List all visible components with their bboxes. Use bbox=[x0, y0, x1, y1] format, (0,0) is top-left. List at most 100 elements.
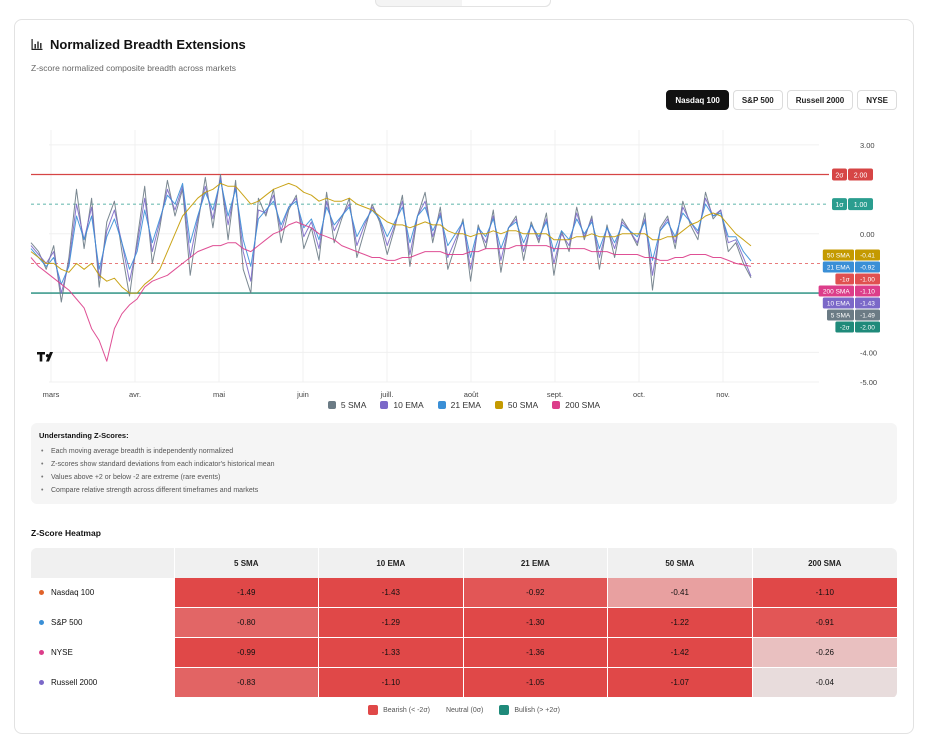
last-value: -0.92 bbox=[860, 265, 875, 272]
info-point: Each moving average breadth is independe… bbox=[39, 445, 889, 458]
heatmap-cell: -1.05 bbox=[463, 668, 609, 697]
market-tab-russell-2000[interactable]: Russell 2000 bbox=[786, 90, 854, 110]
tradingview-logo-icon bbox=[37, 352, 53, 362]
legend-item[interactable]: 21 EMA bbox=[437, 400, 481, 410]
last-value-name-bg bbox=[835, 321, 854, 333]
x-tick-label: oct. bbox=[633, 390, 645, 399]
heatmap-row-label-text: S&P 500 bbox=[51, 618, 83, 627]
legend-swatch bbox=[380, 401, 389, 409]
legend-item[interactable]: 5 SMA bbox=[327, 400, 366, 410]
heatmap-cell: -0.99 bbox=[174, 638, 320, 667]
heatmap-legend: Bearish (< -2σ) Neutral (0σ) Bullish (> +2… bbox=[15, 705, 913, 715]
heatmap-cell: -1.29 bbox=[319, 608, 464, 637]
top-tab-strip bbox=[375, 0, 551, 7]
heatmap-cell: -1.42 bbox=[608, 638, 753, 667]
last-value-name: -2σ bbox=[840, 325, 850, 332]
legend-item[interactable]: 10 EMA bbox=[380, 400, 424, 410]
heatmap-cell: -1.07 bbox=[608, 668, 753, 697]
card-header: Normalized Breadth Extensions bbox=[31, 37, 246, 52]
x-tick-label: mai bbox=[213, 390, 225, 399]
top-tab-active[interactable] bbox=[462, 0, 550, 6]
legend-swatch bbox=[494, 401, 503, 409]
legend-swatch bbox=[327, 401, 336, 409]
heatmap-row-label-text: Russell 2000 bbox=[51, 678, 98, 687]
ref-badge-label: 1σ bbox=[835, 202, 844, 209]
info-list: Each moving average breadth is independe… bbox=[39, 445, 889, 497]
legend-swatch bbox=[437, 401, 446, 409]
last-value-bg bbox=[855, 261, 880, 273]
market-dot-icon bbox=[39, 680, 44, 685]
heatmap-legend-label: Neutral (0σ) bbox=[445, 706, 484, 714]
heatmap-row: S&P 500 -0.80 -1.29 -1.30 -1.22 -0.91 bbox=[31, 608, 897, 638]
heatmap-row: Nasdaq 100 -1.49 -1.43 -0.92 -0.41 -1.10 bbox=[31, 578, 897, 608]
heatmap-corner-cell bbox=[31, 548, 175, 578]
breadth-card: Normalized Breadth Extensions Z-score no… bbox=[14, 19, 914, 734]
last-value: -1.00 bbox=[860, 277, 875, 284]
market-tabs: Nasdaq 100 S&P 500 Russell 2000 NYSE bbox=[666, 90, 897, 110]
series-line-200-sma bbox=[30, 221, 752, 362]
x-tick-label: mars bbox=[43, 390, 60, 399]
market-dot-icon bbox=[39, 650, 44, 655]
heatmap-row: Russell 2000 -0.83 -1.10 -1.05 -1.07 -0.04 bbox=[31, 668, 897, 698]
market-tab-s-p-500[interactable]: S&P 500 bbox=[732, 90, 783, 110]
last-value-bg bbox=[855, 309, 880, 321]
heatmap-row-label-text: NYSE bbox=[51, 648, 73, 657]
x-tick-label: sept. bbox=[547, 390, 563, 399]
last-value-name: 21 EMA bbox=[827, 265, 851, 272]
heatmap-legend-item: Bearish (< -2σ) bbox=[368, 705, 430, 715]
last-value-name: -1σ bbox=[840, 277, 850, 284]
last-value-name-bg bbox=[818, 285, 854, 297]
page-subtitle: Z-score normalized composite breadth acr… bbox=[31, 63, 237, 73]
info-point: Values above +2 or below -2 are extreme … bbox=[39, 471, 889, 484]
heatmap-cell: -0.80 bbox=[174, 608, 320, 637]
heatmap-cell: -0.26 bbox=[752, 638, 897, 667]
series-line-5-sma bbox=[30, 174, 752, 303]
y-tick-label: -4.00 bbox=[860, 348, 877, 357]
heatmap-cell: -1.10 bbox=[752, 578, 897, 607]
last-value-name: 10 EMA bbox=[827, 301, 851, 308]
ref-badge-label: 2σ bbox=[835, 172, 844, 179]
heatmap-cell: -1.43 bbox=[319, 578, 464, 607]
last-value: -1.43 bbox=[860, 301, 875, 308]
x-tick-label: avr. bbox=[129, 390, 141, 399]
heatmap-cell: -0.04 bbox=[752, 668, 897, 697]
last-value-name: 5 SMA bbox=[831, 313, 851, 320]
last-value-bg bbox=[855, 321, 880, 333]
ref-badge-value: 1.00 bbox=[854, 202, 868, 209]
heatmap-column-header: 21 EMA bbox=[464, 548, 609, 578]
series-line-50-sma bbox=[30, 182, 752, 294]
last-value-bg bbox=[855, 285, 880, 297]
y-tick-label: 3.00 bbox=[860, 141, 875, 150]
last-value: -2.00 bbox=[860, 325, 875, 332]
heatmap-row-label-text: Nasdaq 100 bbox=[51, 588, 95, 597]
page-title: Normalized Breadth Extensions bbox=[50, 37, 246, 52]
heatmap-cell: -1.10 bbox=[319, 668, 464, 697]
heatmap-column-header: 200 SMA bbox=[808, 558, 842, 568]
last-value-name: 50 SMA bbox=[827, 253, 851, 260]
heatmap-legend-swatch bbox=[368, 705, 379, 715]
ref-badge-value: 2.00 bbox=[854, 172, 868, 179]
info-point: Compare relative strength across differe… bbox=[39, 484, 889, 497]
legend-item[interactable]: 50 SMA bbox=[494, 400, 538, 410]
market-dot-icon bbox=[39, 620, 44, 625]
ref-badge-label-bg bbox=[832, 198, 847, 211]
heatmap-cell: -1.30 bbox=[463, 608, 609, 637]
heatmap-header-row: 5 SMA 10 EMA 21 EMA 50 SMA 200 SMA bbox=[31, 548, 897, 578]
legend-label: 200 SMA bbox=[565, 400, 601, 410]
heatmap-cell: -0.91 bbox=[752, 608, 897, 637]
bar-chart-icon bbox=[31, 39, 43, 50]
market-tab-nyse[interactable]: NYSE bbox=[857, 90, 897, 110]
x-tick-label: nov. bbox=[716, 390, 730, 399]
heatmap-legend-item: Neutral (0σ) bbox=[446, 705, 483, 715]
market-dot-icon bbox=[39, 590, 44, 595]
market-tab-nasdaq-100[interactable]: Nasdaq 100 bbox=[666, 90, 729, 110]
heatmap-cell: -1.36 bbox=[463, 638, 609, 667]
ref-badge-value-bg bbox=[848, 168, 873, 181]
x-tick-label: août bbox=[464, 390, 480, 399]
chart-legend: 5 SMA 10 EMA 21 EMA 50 SMA 200 SMA bbox=[15, 400, 913, 410]
ref-badge-label-bg bbox=[832, 168, 847, 181]
legend-item[interactable]: 200 SMA bbox=[552, 400, 600, 410]
heatmap-cell: -1.33 bbox=[319, 638, 464, 667]
heatmap-cell: -0.41 bbox=[608, 578, 753, 607]
heatmap-legend-label: Bullish (> +2σ) bbox=[514, 706, 560, 714]
